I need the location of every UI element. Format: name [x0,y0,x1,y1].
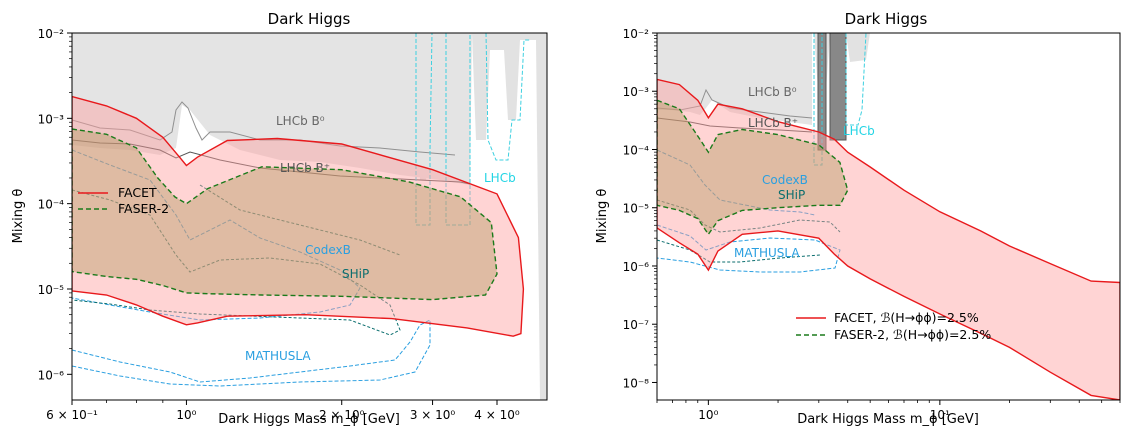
right-plot-area [657,33,1120,400]
x-tick-label: 10⁰ [698,408,718,422]
label-lhcb-b0: LHCb B⁰ [748,85,797,99]
lhcb-bplus-line [72,139,471,185]
y-tick-label: 10⁻² [38,27,65,41]
lhcb-bplus-line [657,117,813,133]
y-tick-label: 10⁻⁴ [38,198,65,212]
right-chart-title: Dark Higgs [845,10,928,28]
right-legend: FACET, ℬ(H→ϕϕ)=2.5% FASER-2, ℬ(H→ϕϕ)=2.5… [796,310,991,342]
y-tick-label: 10⁻⁵ [623,202,650,216]
y-tick-label: 10⁻⁶ [623,260,650,274]
x-tick-label: 4 × 10⁰ [474,408,520,422]
x-tick-label: 2 × 10⁰ [319,408,365,422]
lhcb-dark-bars [817,33,847,151]
label-ship: SHiP [778,188,805,202]
excluded-region-bg [72,33,472,185]
left-legend: FACET FASER-2 [78,185,169,216]
label-lhcb: LHCb [843,124,875,138]
y-tick-label: 10⁻⁶ [38,368,65,382]
left-axes-frame [71,32,548,401]
y-tick-label: 10⁻⁴ [623,143,650,157]
lhcb-cyan-1 [415,33,433,226]
right-ticks: 10⁰ 10¹ 10⁻² 10⁻³ 10⁻⁴ 10⁻⁵ 10⁻⁶ 10⁻⁷ 10⁻⁸ [623,27,1121,422]
mathusla-curve-2 [657,239,821,263]
left-y-axis-label: Mixing θ [11,189,26,244]
legend-label-facet: FACET [118,185,157,200]
label-ship: SHiP [342,267,369,281]
codexb-curve [657,149,816,216]
y-tick-label: 10⁻⁷ [623,318,650,332]
x-tick-label: 3 × 10⁰ [410,408,456,422]
series-facet [72,95,525,337]
label-lhcb-bplus: LHCb B⁺ [280,161,330,175]
y-tick-label: 10⁻² [623,27,650,41]
x-tick-label: 6 × 10⁻¹ [46,408,98,422]
ship-curve [657,199,841,233]
left-plot-area [72,33,547,400]
right-x-axis-label: Dark Higgs Mass m_ϕ [GeV] [797,412,979,427]
lhcb-b0-line [657,88,813,119]
label-mathusla: MATHUSLA [245,349,311,363]
label-mathusla: MATHUSLA [734,246,800,260]
codexb-curve [72,149,361,321]
lhcb-cyan-3 [485,33,530,161]
x-tick-label: 10¹ [930,408,950,422]
left-annotations: LHCb B⁰ LHCb B⁺ LHCb CodexB SHiP MATHUSLA [245,114,516,363]
label-lhcb-b0: LHCb B⁰ [276,114,325,128]
left-chart: Dark Higgs LHCb B⁰ LHCb B⁺ LHCb CodexB SHiP M… [11,10,548,427]
legend-label-faser: FASER-2 [118,201,169,216]
x-tick-label: 10⁰ [176,408,196,422]
lhcb-b0-line [72,101,456,156]
y-tick-label: 10⁻⁵ [38,283,65,297]
lhcb-cyan-2 [445,33,471,226]
lhcb-cyan-1 [813,33,823,166]
mathusla-curve [72,319,431,387]
left-chart-title: Dark Higgs [268,10,351,28]
excluded-region-bg [657,33,812,125]
y-tick-label: 10⁻⁸ [623,376,650,390]
lhcb-cyan-2 [845,33,867,126]
y-tick-label: 10⁻³ [623,85,650,99]
series-faser2 [72,128,498,301]
right-y-axis-label: Mixing θ [595,189,610,244]
ship-curve [72,189,401,336]
legend-label-faser-br: FASER-2, ℬ(H→ϕϕ)=2.5% [834,327,991,342]
excluded-region [657,33,870,90]
series-facet [657,78,1120,400]
label-codexb: CodexB [305,243,351,257]
legend-label-facet-br: FACET, ℬ(H→ϕϕ)=2.5% [834,310,979,325]
series-faser2 [657,99,849,236]
label-lhcb: LHCb [484,171,516,185]
left-x-axis-label: Dark Higgs Mass m_ϕ [GeV] [218,412,400,427]
lhcb-ship-extra [199,184,401,256]
left-ticks: 6 × 10⁻¹ 10⁰ 2 × 10⁰ 3 × 10⁰ 4 × 10⁰ 10⁻² 10⁻³… [38,27,520,422]
mathusla-curve [657,224,841,273]
label-codexb: CodexB [762,173,808,187]
y-tick-label: 10⁻³ [38,112,65,126]
label-lhcb-bplus: LHCb B⁺ [748,116,798,130]
